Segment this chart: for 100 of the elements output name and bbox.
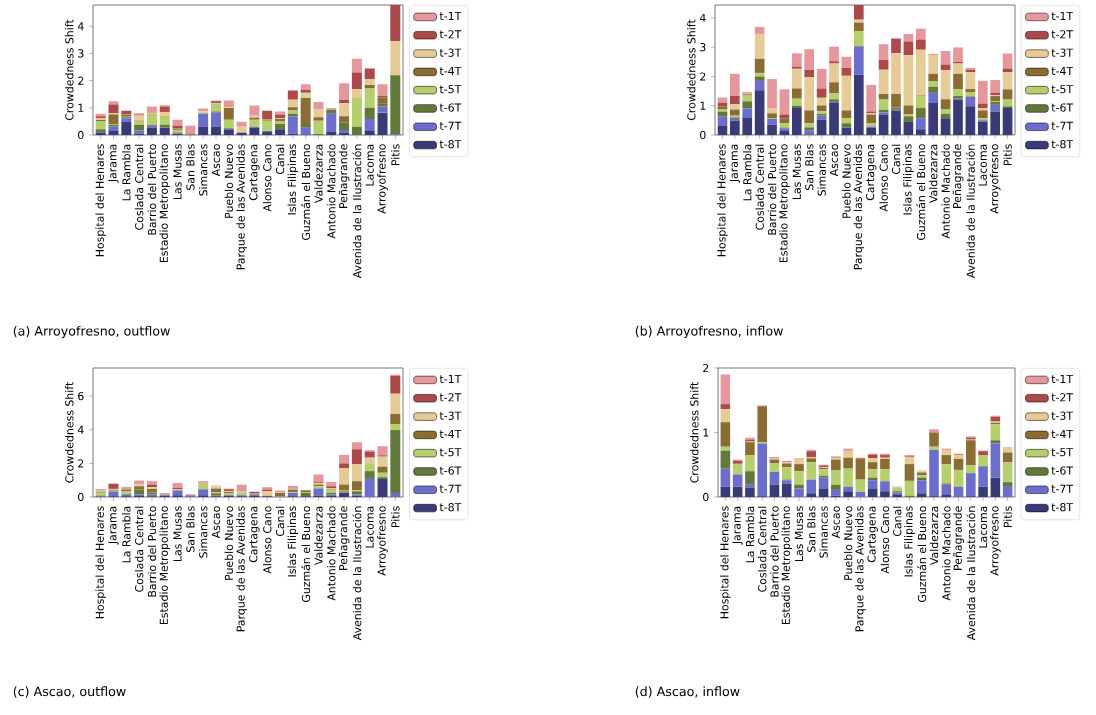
legend-label: t-2T [439,393,462,402]
x-tick-label: Simancas [198,506,208,558]
y-axis-title: Crowdedness Shift [690,381,699,483]
text: (b) Arroyofresno, inflow [635,325,783,339]
y-axis-title: Crowdedness Shift [687,19,696,121]
x-tick-label: Lacoma [979,506,988,548]
legend-label: t-4T [1051,429,1074,438]
x-tick-label: Hospital del Henares [95,144,106,257]
x-tick-label: Parque de las Avenidas [236,144,247,270]
x-tick-label: Alonso Cano [879,144,888,212]
x-tick-label: Parque de las Avenidas [853,144,865,270]
text: (d) Ascao, inflow [635,686,740,698]
legend-label: t-5T [1051,448,1074,457]
legend-label: t-6T [1051,103,1074,112]
x-tick-label: Peñagrande [953,506,964,570]
x-tick-label: Simancas [817,144,826,196]
x-tick-label: Las Musas [173,144,182,200]
x-tick-label: Islas Filipinas [287,506,299,577]
legend-label: t-1T [439,11,462,20]
x-tick-label: Coslada Central [134,144,144,230]
legend-label: t-3T [1051,48,1074,57]
x-tick-label: Guzmán el Bueno [301,506,311,603]
y-axis-title: Crowdedness Shift [65,381,74,483]
legend-label: t-6T [439,466,462,475]
y-tick-label: 2 [703,363,709,373]
y-tick-label: 1 [703,428,709,437]
x-tick-label: Lacoma [365,144,374,186]
x-tick-label: Pueblo Nuevo [224,506,234,580]
x-tick-label: Avenida de la Ilustración [352,506,362,641]
x-tick-label: Pitis [1003,144,1012,166]
x-tick-label: Canal [275,144,285,175]
x-tick-label: La Rambla [743,144,752,201]
x-tick-label: Ascao [211,144,221,177]
x-tick-label: Estadio Metropolitano [159,144,171,263]
x-tick-label: Cartagena [249,506,260,563]
legend-label: t-1T [439,374,462,383]
x-tick-label: Jarama [729,144,740,183]
x-tick-label: Cartagena [866,144,877,201]
x-tick-label: Lacoma [978,144,987,186]
x-tick-label: Simancas [819,506,828,558]
x-tick-label: Lacoma [365,506,374,548]
x-tick-label: Barrio del Puerto [147,506,157,597]
x-tick-label: Canal [891,144,901,175]
x-tick-label: Valdezarza [314,506,323,566]
legend-label: t-8T [439,503,462,512]
x-tick-label: Pueblo Nuevo [842,144,851,218]
y-tick-label: 3 [78,49,84,58]
legend-label: t-7T [1051,484,1074,493]
legend-label: t-7T [1051,121,1074,130]
x-tick-label: Cartagena [867,506,878,563]
x-tick-label: Canal [892,506,902,537]
x-tick-label: La Rambla [122,506,131,563]
x-tick-label: Las Musas [173,506,182,562]
y-tick-label: 3 [700,43,706,52]
y-tick-label: 2 [78,459,84,468]
legend-label: t-3T [439,48,462,57]
x-tick-label: Barrio del Puerto [770,506,779,597]
legend-label: t-3T [439,411,462,420]
x-tick-label: Antonio Machado [327,144,336,239]
x-tick-label: Jarama [108,144,119,183]
legend-label: t-4T [439,429,462,438]
x-tick-label: Antonio Machado [327,506,336,601]
legend-label: t-3T [1051,411,1074,420]
x-tick-label: La Rambla [122,144,131,201]
x-tick-label: Peñagrande [338,506,350,570]
x-tick-label: San Blas [805,144,814,190]
y-tick-label: 1 [78,103,84,112]
x-tick-label: Coslada Central [134,506,144,592]
x-tick-label: Pitis [391,144,400,166]
x-tick-label: Avenida de la Ilustración [965,144,975,279]
y-tick-label: 1 [700,101,706,110]
text: (a) Arroyofresno, outflow [13,325,170,339]
x-tick-label: Las Musas [794,506,804,562]
legend-label: t-5T [1051,85,1074,94]
x-tick-label: Ascao [831,506,840,539]
x-tick-label: Alonso Cano [262,144,272,212]
x-tick-label: Valdezarza [928,144,938,204]
x-tick-label: Guzmán el Bueno [917,506,927,603]
x-tick-label: Pueblo Nuevo [224,144,234,218]
x-tick-label: Valdezarza [314,144,323,204]
legend-label: t-8T [439,140,462,149]
x-tick-label: Guzmán el Bueno [916,144,926,241]
x-tick-label: Estadio Metropolitano [779,144,790,263]
x-tick-label: San Blas [186,144,195,190]
x-tick-label: Parque de las Avenidas [236,506,247,632]
legend-label: t-4T [439,66,462,75]
x-tick-label: Barrio del Puerto [147,144,157,235]
y-axis-title: Crowdedness Shift [65,19,74,121]
x-tick-label: Ascao [829,144,839,177]
x-tick-label: Simancas [198,144,208,196]
x-tick-label: Coslada Central [755,144,764,230]
legend-label: t-2T [1051,393,1074,402]
x-tick-label: Hospital del Henares [95,506,106,619]
y-tick-label: 0 [700,130,706,140]
x-tick-label: Jarama [108,506,119,545]
y-tick-label: 4 [699,13,706,22]
y-tick-label: 0 [703,492,709,502]
x-tick-label: Valdezarza [929,506,939,566]
x-tick-label: San Blas [807,506,816,552]
x-tick-label: Peñagrande [952,144,964,208]
